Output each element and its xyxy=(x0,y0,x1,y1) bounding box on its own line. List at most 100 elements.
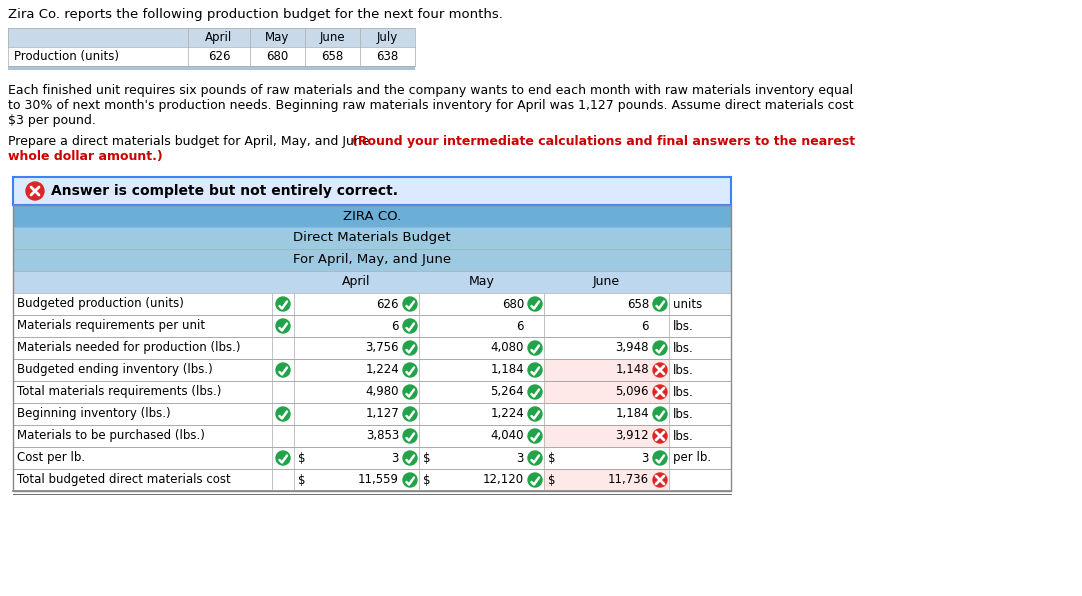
Bar xyxy=(8,66,415,70)
Text: For April, May, and June: For April, May, and June xyxy=(293,253,451,266)
Text: 5,264: 5,264 xyxy=(490,386,524,399)
Text: Production (units): Production (units) xyxy=(14,50,119,63)
Bar xyxy=(8,47,415,66)
Text: 12,120: 12,120 xyxy=(483,473,524,486)
Text: Materials requirements per unit: Materials requirements per unit xyxy=(17,319,206,333)
Bar xyxy=(13,205,731,227)
Text: 3,853: 3,853 xyxy=(366,430,399,442)
Text: 3,948: 3,948 xyxy=(616,342,649,355)
Text: Total budgeted direct materials cost: Total budgeted direct materials cost xyxy=(17,473,230,486)
Text: Cost per lb.: Cost per lb. xyxy=(17,452,85,464)
Bar xyxy=(13,447,731,469)
Text: 658: 658 xyxy=(321,50,344,63)
Circle shape xyxy=(654,297,667,311)
Text: $: $ xyxy=(423,473,431,486)
Bar xyxy=(13,205,731,491)
Text: Answer is complete but not entirely correct.: Answer is complete but not entirely corr… xyxy=(51,184,398,198)
Text: Materials to be purchased (lbs.): Materials to be purchased (lbs.) xyxy=(17,430,204,442)
Text: Direct Materials Budget: Direct Materials Budget xyxy=(293,231,451,244)
Text: 1,184: 1,184 xyxy=(490,364,524,377)
Bar xyxy=(13,293,731,315)
Text: lbs.: lbs. xyxy=(673,342,694,355)
Circle shape xyxy=(528,407,542,421)
Text: Total materials requirements (lbs.): Total materials requirements (lbs.) xyxy=(17,386,222,399)
Text: $: $ xyxy=(298,473,305,486)
Text: lbs.: lbs. xyxy=(673,364,694,377)
Text: 11,559: 11,559 xyxy=(358,473,399,486)
Circle shape xyxy=(528,429,542,443)
Text: lbs.: lbs. xyxy=(673,319,694,333)
Text: units: units xyxy=(673,297,702,311)
Circle shape xyxy=(403,385,417,399)
Text: Budgeted production (units): Budgeted production (units) xyxy=(17,297,184,311)
Text: April: April xyxy=(342,275,371,288)
Text: 658: 658 xyxy=(626,297,649,311)
Circle shape xyxy=(528,341,542,355)
Text: lbs.: lbs. xyxy=(673,386,694,399)
Text: whole dollar amount.): whole dollar amount.) xyxy=(8,150,162,163)
Text: May: May xyxy=(265,31,290,44)
Circle shape xyxy=(403,407,417,421)
Bar xyxy=(13,469,731,491)
Circle shape xyxy=(654,385,667,399)
Text: 680: 680 xyxy=(502,297,524,311)
Circle shape xyxy=(528,363,542,377)
Text: Prepare a direct materials budget for April, May, and June.: Prepare a direct materials budget for Ap… xyxy=(8,135,378,148)
Text: ZIRA CO.: ZIRA CO. xyxy=(343,210,401,222)
Text: 4,080: 4,080 xyxy=(490,342,524,355)
Circle shape xyxy=(276,451,290,465)
Circle shape xyxy=(276,363,290,377)
Text: $: $ xyxy=(547,473,555,486)
Circle shape xyxy=(403,341,417,355)
Circle shape xyxy=(403,451,417,465)
Text: $: $ xyxy=(423,452,431,464)
Bar xyxy=(13,381,731,403)
Text: 626: 626 xyxy=(208,50,230,63)
Text: 626: 626 xyxy=(377,297,399,311)
Circle shape xyxy=(276,319,290,333)
Text: lbs.: lbs. xyxy=(673,408,694,421)
Text: 1,224: 1,224 xyxy=(490,408,524,421)
Bar xyxy=(544,359,669,381)
Text: Beginning inventory (lbs.): Beginning inventory (lbs.) xyxy=(17,408,171,421)
Bar xyxy=(544,425,669,447)
Text: 5,096: 5,096 xyxy=(616,386,649,399)
Bar xyxy=(13,337,731,359)
Text: 3,756: 3,756 xyxy=(366,342,399,355)
Circle shape xyxy=(654,473,667,487)
Text: Each finished unit requires six pounds of raw materials and the company wants to: Each finished unit requires six pounds o… xyxy=(8,84,853,97)
Text: Materials needed for production (lbs.): Materials needed for production (lbs.) xyxy=(17,342,240,355)
Bar xyxy=(13,315,731,337)
Circle shape xyxy=(528,385,542,399)
Text: 4,040: 4,040 xyxy=(490,430,524,442)
Text: 11,736: 11,736 xyxy=(608,473,649,486)
Circle shape xyxy=(403,297,417,311)
Bar xyxy=(13,271,731,293)
Text: 4,980: 4,980 xyxy=(366,386,399,399)
Bar xyxy=(544,469,669,491)
Bar xyxy=(13,425,731,447)
Text: June: June xyxy=(319,31,345,44)
Text: $3 per pound.: $3 per pound. xyxy=(8,114,96,127)
Circle shape xyxy=(26,182,44,200)
Bar xyxy=(13,249,731,271)
Text: 3: 3 xyxy=(516,452,524,464)
Text: 1,148: 1,148 xyxy=(616,364,649,377)
Circle shape xyxy=(528,473,542,487)
Text: Budgeted ending inventory (lbs.): Budgeted ending inventory (lbs.) xyxy=(17,364,213,377)
Circle shape xyxy=(528,297,542,311)
Bar xyxy=(13,177,731,205)
Text: Zira Co. reports the following production budget for the next four months.: Zira Co. reports the following productio… xyxy=(8,8,503,21)
Text: $: $ xyxy=(547,452,555,464)
Text: 3: 3 xyxy=(642,452,649,464)
Text: 6: 6 xyxy=(516,319,524,333)
Text: June: June xyxy=(593,275,620,288)
Circle shape xyxy=(654,363,667,377)
Bar xyxy=(13,227,731,249)
Text: lbs.: lbs. xyxy=(673,430,694,442)
Bar xyxy=(13,359,731,381)
Circle shape xyxy=(403,473,417,487)
Text: May: May xyxy=(469,275,494,288)
Circle shape xyxy=(403,363,417,377)
Text: to 30% of next month's production needs. Beginning raw materials inventory for A: to 30% of next month's production needs.… xyxy=(8,99,854,112)
